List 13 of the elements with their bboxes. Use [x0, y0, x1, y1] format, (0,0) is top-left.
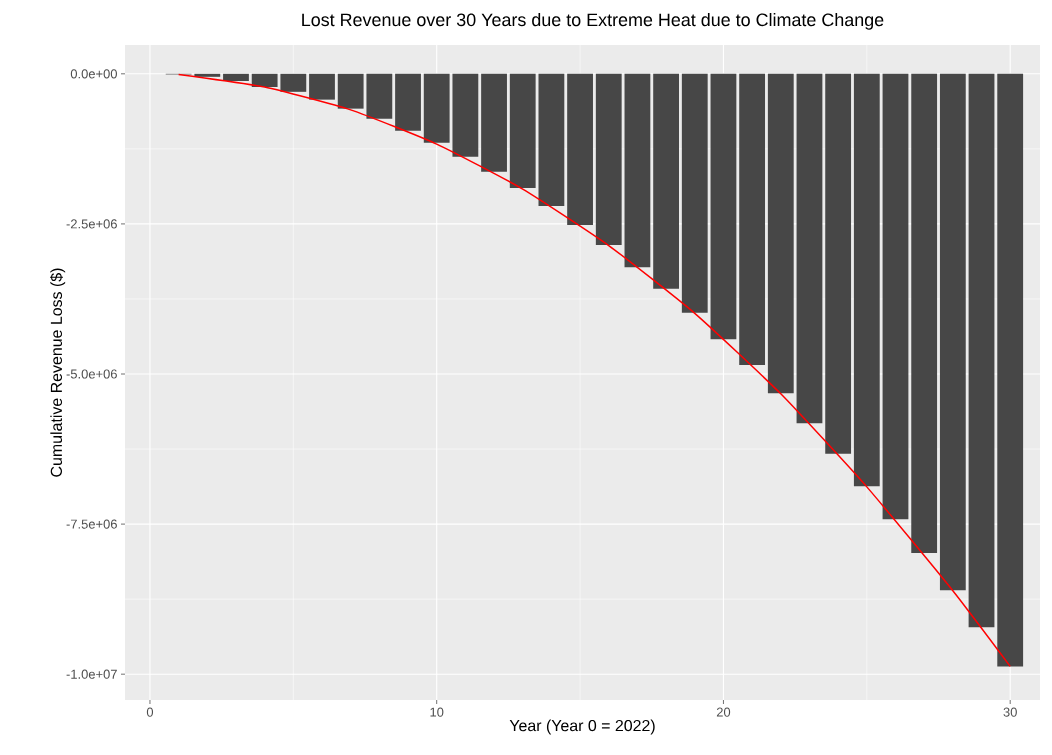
y-axis-title: Cumulative Revenue Loss ($)	[50, 268, 66, 477]
y-tick-label: 0.0e+00	[70, 69, 117, 79]
x-axis-title: Year (Year 0 = 2022)	[509, 719, 655, 735]
x-tick-label: 10	[430, 707, 444, 717]
x-tick-label: 30	[1003, 707, 1017, 717]
y-tick-label: -2.5e+06	[66, 219, 117, 229]
x-tick-label: 20	[716, 707, 731, 717]
y-tick-label: -5.0e+06	[66, 369, 117, 379]
y-tick-label: -1.0e+07	[66, 669, 117, 679]
x-tick-label: 0	[146, 707, 154, 717]
y-tick-label: -7.5e+06	[66, 519, 117, 529]
chart-title: Lost Revenue over 30 Years due to Extreme Heat due to Climate Change	[302, 13, 884, 30]
line-series	[177, 73, 1011, 668]
